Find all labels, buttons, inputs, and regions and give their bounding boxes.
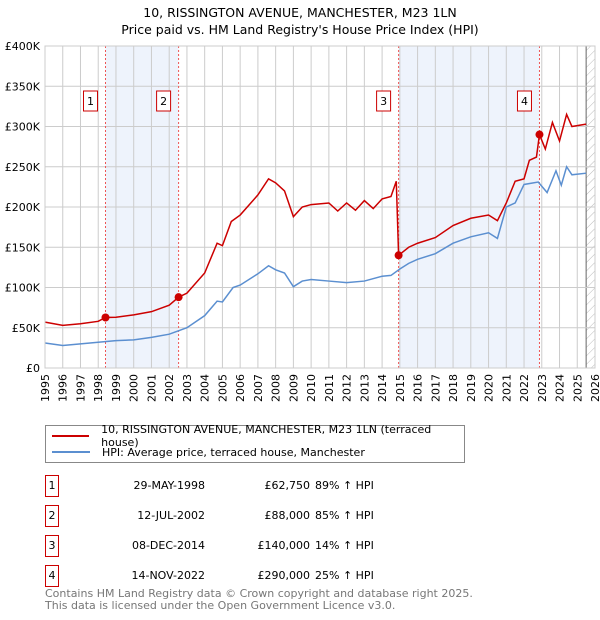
y-tick-label: £400K: [5, 40, 41, 53]
y-tick-label: £50K: [12, 322, 41, 335]
sale-label: 1: [87, 95, 94, 108]
price-chart: 1995 1996 1997 1998 1999 2000 2001 2002 2003 2004…: [5, 40, 600, 402]
x-tick-label: 1996: [57, 374, 70, 402]
sale-number: 1: [45, 475, 59, 497]
y-tick-label: £100K: [5, 282, 41, 295]
x-tick-label: 2006: [234, 374, 247, 402]
sale-point: [394, 251, 403, 260]
sale-hpi-change: 25% ↑ HPI: [315, 569, 374, 582]
sale-hpi-change: 85% ↑ HPI: [315, 509, 374, 522]
x-tick-label: 2022: [518, 374, 531, 402]
sale-label-box: [516, 90, 532, 112]
footer-line: Contains HM Land Registry data © Crown c…: [45, 587, 473, 600]
y-tick-label: £300K: [5, 121, 41, 134]
sale-hpi-change: 14% ↑ HPI: [315, 539, 374, 552]
x-tick-label: 2014: [376, 374, 389, 402]
sale-number: 3: [45, 535, 59, 557]
x-tick-label: 2024: [554, 374, 567, 402]
x-tick-label: 1995: [39, 374, 52, 402]
x-tick-label: 2023: [536, 374, 549, 402]
y-tick-label: £250K: [5, 161, 41, 174]
sale-price: £88,000: [264, 509, 311, 522]
x-tick-label: 1998: [92, 374, 105, 402]
legend-item-property: 10, RISSINGTON AVENUE, MANCHESTER, M23 1…: [52, 423, 464, 449]
sale-price: £290,000: [257, 569, 311, 582]
sale-label-box: [376, 90, 392, 112]
x-tick-label: 2009: [287, 374, 300, 402]
x-tick-label: 2026: [589, 374, 600, 402]
sale-row: 1 29-MAY-1998 £62,750 89% ↑ HPI: [45, 475, 445, 497]
x-tick-label: 2002: [163, 374, 176, 402]
sale-label-box: [156, 90, 172, 112]
sale-label-box: [83, 90, 98, 112]
x-tick-label: 2001: [145, 374, 158, 402]
y-tick-label: £200K: [5, 201, 41, 214]
x-tick-label: 2000: [128, 374, 141, 402]
property-price-line: [44, 112, 587, 327]
legend-label: HPI: Average price, terraced house, Manc…: [102, 445, 365, 459]
sale-row: 2 12-JUL-2002 £88,000 85% ↑ HPI: [45, 505, 445, 527]
sale-date: 29-MAY-1998: [133, 479, 205, 492]
x-tick-label: 2012: [341, 374, 354, 402]
x-tick-label: 2018: [447, 374, 460, 402]
x-tick-label: 2003: [181, 374, 194, 402]
x-tick-label: 2011: [323, 374, 336, 402]
x-tick-label: 2007: [252, 374, 265, 402]
legend: 10, RISSINGTON AVENUE, MANCHESTER, M23 1…: [45, 423, 465, 463]
sale-label: 3: [380, 95, 387, 108]
x-tick-label: 2019: [465, 374, 478, 402]
title-line: 10, RISSINGTON AVENUE, MANCHESTER, M23 1…: [143, 5, 457, 20]
footer-line: This data is licensed under the Open Gov…: [45, 598, 396, 612]
legend-label: 10, RISSINGTON AVENUE, MANCHESTER, M23 1…: [101, 423, 432, 449]
sale-label: 2: [160, 95, 167, 108]
sale-row: 4 14-NOV-2022 £290,000 25% ↑ HPI: [45, 565, 445, 587]
legend-swatch: [52, 451, 90, 453]
x-tick-label: 2021: [500, 374, 513, 402]
x-tick-label: 2005: [216, 374, 229, 402]
x-tick-label: 2020: [483, 374, 496, 402]
x-tick-label: 2004: [199, 374, 212, 402]
x-tick-label: 2017: [429, 374, 442, 402]
sale-point: [101, 313, 110, 322]
x-tick-label: 2025: [571, 374, 584, 402]
sale-date: 08-DEC-2014: [131, 539, 205, 552]
legend-swatch: [52, 435, 90, 437]
y-tick-label: £0: [26, 362, 40, 375]
hpi-line: [44, 164, 587, 347]
sale-point: [535, 130, 544, 139]
sale-price: £62,750: [264, 479, 311, 492]
sale-hpi-change: 89% ↑ HPI: [315, 479, 374, 492]
x-tick-label: 2008: [270, 374, 283, 402]
x-tick-label: 2010: [305, 374, 318, 402]
sale-price: £140,000: [257, 539, 311, 552]
sale-number: 2: [45, 505, 59, 527]
sale-date: 14-NOV-2022: [131, 569, 205, 582]
sale-label: 4: [521, 95, 528, 108]
y-tick-label: £150K: [5, 241, 41, 254]
y-tick-label: £350K: [5, 80, 41, 93]
subtitle-line: Price paid vs. HM Land Registry's House …: [121, 22, 479, 37]
sale-point: [174, 293, 183, 302]
sale-number: 4: [45, 565, 59, 587]
x-tick-label: 2015: [394, 374, 407, 402]
x-tick-label: 2016: [412, 374, 425, 402]
x-tick-label: 2013: [358, 374, 371, 402]
sale-date: 12-JUL-2002: [137, 509, 205, 522]
x-tick-label: 1999: [110, 374, 123, 402]
footer: Contains HM Land Registry data © Crown c…: [45, 588, 473, 611]
x-tick-label: 1997: [74, 374, 87, 402]
chart-title: 10, RISSINGTON AVENUE, MANCHESTER, M23 1…: [0, 4, 600, 38]
legend-item-hpi: HPI: Average price, terraced house, Manc…: [52, 444, 365, 460]
sale-row: 3 08-DEC-2014 £140,000 14% ↑ HPI: [45, 535, 445, 557]
plot-border: [44, 45, 596, 369]
